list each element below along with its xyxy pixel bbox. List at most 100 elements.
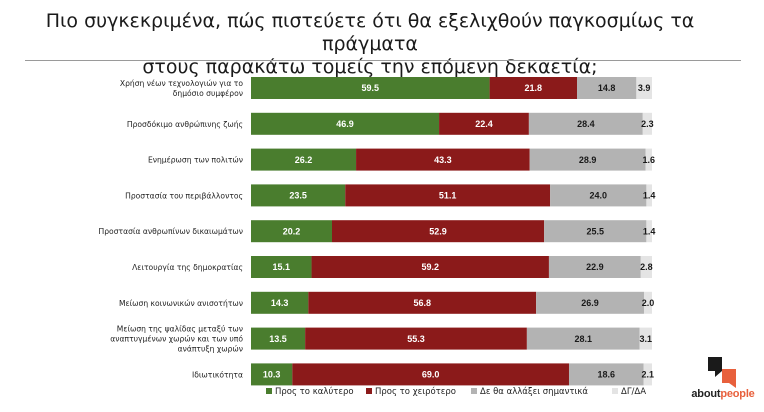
legend-swatch-0 [266, 388, 272, 394]
bar-segment-8-series-3 [643, 363, 652, 386]
data-label-8-series-0: 10.3 [263, 370, 281, 380]
legend-label-1: Προς το χειρότερο [375, 386, 456, 397]
title-line-1: Πιο συγκεκριμένα, πώς πιστεύετε ότι θα ε… [45, 10, 695, 55]
data-label-4-series-2: 25.5 [586, 226, 604, 236]
bar-segment-7-series-1 [305, 327, 527, 350]
bar-segment-4-series-2 [544, 220, 647, 243]
bar-segment-7-series-0 [251, 327, 306, 350]
data-label-7-series-2: 28.1 [574, 334, 592, 344]
bar-segment-3-series-0 [251, 184, 346, 207]
data-label-7-series-3: 3.1 [640, 334, 653, 344]
bar-segment-3-series-2 [550, 184, 647, 207]
category-label-4: Προστασία ανθρωπίνων δικαιωμάτων [99, 227, 243, 236]
bar-segment-5-series-1 [311, 256, 549, 278]
bar-segment-0-series-1 [489, 77, 578, 99]
data-label-8-series-2: 18.6 [598, 370, 616, 380]
data-label-2-series-1: 43.3 [434, 155, 452, 165]
chart-title: Πιο συγκεκριμένα, πώς πιστεύετε ότι θα ε… [20, 10, 720, 79]
bar-segment-4-series-1 [332, 220, 545, 243]
category-label-3: Προστασία του περιβάλλοντος [125, 191, 243, 200]
data-label-1-series-0: 46.9 [336, 119, 354, 129]
logo-wordmark: aboutpeople [688, 388, 758, 400]
data-label-5-series-0: 15.1 [273, 262, 291, 272]
data-label-1-series-2: 28.4 [577, 119, 595, 129]
legend-swatch-1 [366, 388, 372, 394]
bar-segment-1-series-1 [439, 112, 529, 135]
bar-segment-8-series-0 [251, 363, 293, 386]
bar-segment-0-series-2 [577, 77, 637, 99]
data-label-0-series-3: 3.9 [638, 83, 651, 93]
legend-swatch-2 [471, 388, 477, 394]
category-label-6: Μείωση κοινωνικών ανισοτήτων [119, 299, 243, 308]
bar-segment-6-series-3 [643, 291, 652, 314]
bar-segment-6-series-1 [308, 291, 537, 314]
bar-segment-4-series-0 [251, 220, 332, 243]
bar-segment-1-series-2 [528, 112, 643, 135]
data-label-7-series-1: 55.3 [407, 334, 425, 344]
category-label-7-line-0: Μείωση της ψαλίδας μεταξύ των [117, 325, 243, 334]
data-label-0-series-0: 59.5 [362, 83, 380, 93]
data-label-3-series-2: 24.0 [590, 191, 608, 201]
bar-segment-6-series-2 [536, 291, 644, 314]
title-divider [25, 60, 741, 61]
category-label-1: Προσδόκιμο ανθρώπινης ζωής [127, 120, 243, 129]
bar-segment-1-series-3 [642, 112, 652, 135]
legend-label-0: Προς το καλύτερο [275, 386, 354, 397]
data-label-6-series-2: 26.9 [581, 298, 599, 308]
category-label-0-line-0: Χρήση νέων τεχνολογιών για το [120, 79, 243, 88]
category-label-5: Λειτουργία της δημοκρατίας [132, 263, 243, 272]
bar-segment-6-series-0 [251, 291, 309, 314]
bar-segment-8-series-1 [292, 363, 569, 386]
data-label-6-series-3: 2.0 [642, 298, 655, 308]
bar-segment-4-series-3 [646, 220, 652, 243]
legend-label-3: ΔΓ/ΔΑ [621, 387, 646, 397]
data-label-0-series-2: 14.8 [598, 83, 616, 93]
data-label-4-series-3: 1.4 [643, 226, 656, 236]
logo-text-about: about [691, 388, 721, 400]
bar-segment-2-series-3 [645, 148, 652, 171]
data-label-3-series-1: 51.1 [439, 191, 457, 201]
data-label-4-series-0: 20.2 [283, 226, 301, 236]
bar-segment-0-series-3 [636, 77, 652, 99]
logo-text-people: people [720, 388, 755, 400]
data-label-5-series-3: 2.8 [640, 262, 653, 272]
bar-segment-7-series-2 [526, 327, 640, 350]
data-label-3-series-0: 23.5 [289, 191, 307, 201]
data-label-5-series-2: 22.9 [586, 262, 604, 272]
data-label-8-series-3: 2.1 [642, 370, 655, 380]
bar-segment-2-series-0 [251, 148, 357, 171]
category-label-8: Ιδιωτικότητα [192, 370, 243, 379]
bar-segment-5-series-3 [640, 256, 652, 278]
bar-segment-2-series-2 [529, 148, 646, 171]
data-label-5-series-1: 59.2 [421, 262, 439, 272]
data-label-1-series-1: 22.4 [475, 119, 493, 129]
data-label-6-series-0: 14.3 [271, 298, 289, 308]
bar-segment-8-series-2 [568, 363, 644, 386]
data-label-3-series-3: 1.4 [643, 191, 656, 201]
bar-segment-5-series-2 [548, 256, 641, 278]
data-label-6-series-1: 56.8 [413, 298, 431, 308]
bar-segment-1-series-0 [251, 112, 440, 135]
data-label-7-series-0: 13.5 [269, 334, 287, 344]
data-label-4-series-1: 52.9 [429, 226, 447, 236]
title-line-2: στους παρακάτω τομείς την επόμενη δεκαετ… [142, 56, 598, 78]
data-label-0-series-1: 21.8 [525, 83, 543, 93]
legend-label-2: Δε θα αλλάξει σημαντικά [480, 387, 588, 397]
data-label-2-series-0: 26.2 [295, 155, 313, 165]
category-label-2: Ενημέρωση των πολιτών [148, 156, 243, 165]
category-label-7-line-2: ανάπτυξη χωρών [178, 345, 243, 354]
data-label-8-series-1: 69.0 [422, 370, 440, 380]
category-label-0-line-1: δημόσιο συμφέρον [173, 89, 243, 98]
bar-segment-2-series-1 [356, 148, 530, 171]
bar-segment-0-series-0 [251, 77, 490, 99]
bar-segment-3-series-3 [646, 184, 652, 207]
bar-segment-3-series-1 [345, 184, 551, 207]
bar-segment-5-series-0 [251, 256, 312, 278]
category-label-7-line-1: αναπτυγμένων χωρών και των υπό [110, 335, 243, 344]
data-label-2-series-2: 28.9 [579, 155, 597, 165]
data-label-1-series-3: 2.3 [641, 119, 654, 129]
bar-segment-7-series-3 [639, 327, 652, 350]
legend-swatch-3 [612, 388, 618, 394]
aboutpeople-logo-mark [708, 357, 736, 388]
